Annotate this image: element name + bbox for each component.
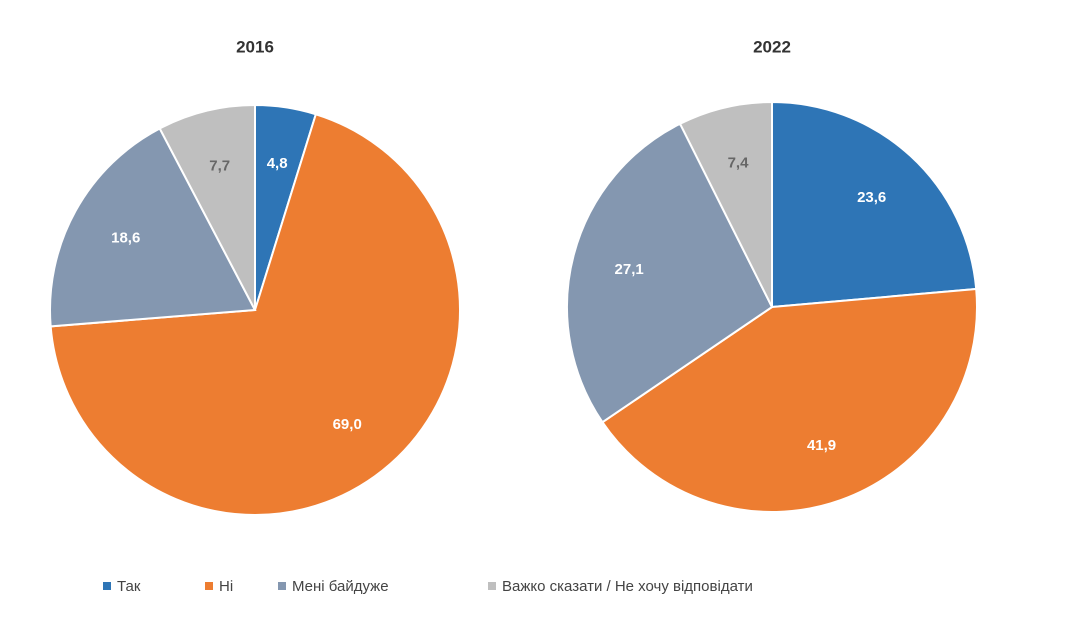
legend-marker	[278, 582, 286, 590]
pie-slice	[49, 127, 257, 328]
legend-marker	[488, 582, 496, 590]
legend-label: Ні	[219, 578, 233, 595]
pie-slice	[158, 103, 256, 311]
data-label: 23,6	[857, 189, 886, 206]
data-label: 18,6	[111, 230, 140, 247]
data-label: 27,1	[615, 261, 644, 278]
data-label: 7,4	[728, 154, 750, 171]
pie-slice	[49, 112, 461, 516]
pie-slice	[566, 122, 774, 424]
chart-title: 2022	[753, 37, 791, 56]
pie-slice	[678, 100, 773, 308]
legend-label: Так	[117, 578, 141, 595]
chart-title: 2016	[236, 37, 274, 56]
data-label: 69,0	[333, 416, 362, 433]
pie-slice	[771, 100, 978, 309]
data-label: 7,7	[209, 158, 230, 175]
legend-label: Важко сказати / Не хочу відповідати	[502, 578, 753, 595]
legend-marker	[205, 582, 213, 590]
data-label: 41,9	[807, 437, 836, 454]
pie-slice	[601, 287, 978, 513]
legend-marker	[103, 582, 111, 590]
legend-label: Мені байдуже	[292, 578, 389, 595]
data-label: 4,8	[267, 155, 288, 172]
